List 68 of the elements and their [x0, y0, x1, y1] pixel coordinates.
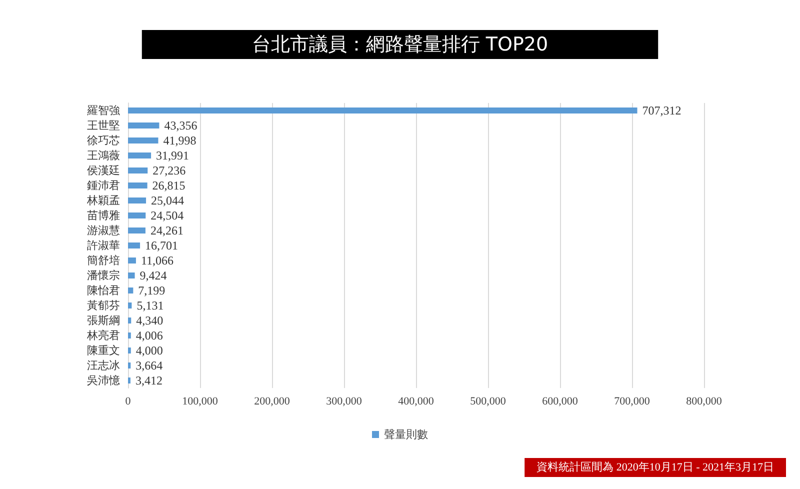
- y-tick-label: 王鴻薇: [87, 149, 120, 162]
- data-label: 27,236: [152, 164, 186, 178]
- data-label: 3,664: [136, 358, 163, 372]
- data-label: 16,701: [145, 238, 178, 252]
- text: 資料統計區間為 2020年10月17日 - 2021年3月17日: [536, 460, 774, 474]
- bar: [128, 198, 146, 204]
- bar: [128, 242, 140, 248]
- bar: [128, 152, 152, 158]
- bar: [128, 362, 131, 368]
- bar: [128, 138, 158, 144]
- x-tick-label: 800,000: [686, 396, 722, 408]
- data-label: 7,199: [138, 284, 166, 298]
- x-tick-label: 600,000: [542, 396, 578, 408]
- data-label: 5,131: [136, 298, 164, 312]
- data-label: 11,066: [140, 254, 174, 268]
- data-label: 25,044: [151, 194, 184, 208]
- y-tick-label: 汪志冰: [87, 359, 120, 372]
- bar: [128, 108, 638, 114]
- y-tick-label: 林穎孟: [86, 194, 120, 207]
- x-tick-label: 700,000: [614, 396, 650, 408]
- y-tick-label: 張斯綱: [87, 314, 120, 327]
- bar: [128, 122, 160, 128]
- y-tick-label: 羅智強: [87, 104, 120, 117]
- y-tick-label: 林亮君: [86, 329, 120, 342]
- y-tick-label: 徐巧芯: [87, 134, 120, 147]
- x-tick-label: 400,000: [398, 396, 434, 408]
- data-label: 707,312: [642, 104, 682, 118]
- data-label: 3,412: [135, 374, 162, 388]
- legend-label: 聲量則數: [384, 428, 428, 441]
- y-tick-label: 王世堅: [87, 119, 120, 132]
- y-tick-label: 潘懷宗: [87, 269, 120, 282]
- data-label: 24,504: [150, 208, 184, 222]
- x-tick-label: 100,000: [182, 396, 218, 408]
- y-tick-label: 黃郁芬: [87, 299, 120, 312]
- data-label: 4,340: [136, 314, 164, 328]
- bar: [128, 332, 131, 338]
- x-tick-label: 500,000: [470, 396, 506, 408]
- x-tick-label: 300,000: [326, 396, 362, 408]
- y-tick-label: 苗博雅: [87, 209, 120, 222]
- y-tick-label: 侯漢廷: [87, 164, 120, 177]
- chart-title: 台北市議員：網路聲量排行 TOP20: [252, 34, 548, 56]
- data-label: 41,998: [163, 134, 196, 148]
- y-tick-label: 簡舒培: [87, 254, 120, 267]
- bar: [128, 168, 148, 174]
- bar: [128, 182, 148, 188]
- bar: [128, 348, 131, 354]
- data-label: 9,424: [140, 268, 167, 282]
- data-label: 43,356: [164, 118, 198, 132]
- x-tick-label: 0: [125, 396, 132, 408]
- data-label: 31,991: [156, 148, 190, 162]
- bar: [128, 272, 135, 278]
- data-label: 26,815: [152, 178, 186, 192]
- x-tick-label: 200,000: [254, 396, 290, 408]
- data-label: 4,000: [136, 344, 163, 358]
- bar: [128, 212, 146, 218]
- data-label: 4,006: [136, 328, 163, 342]
- y-tick-label: 陳重文: [87, 344, 120, 357]
- y-tick-label: 游淑慧: [87, 224, 120, 237]
- bar: [128, 228, 146, 234]
- bar: [128, 258, 136, 264]
- bar: [128, 318, 132, 324]
- bar: [128, 288, 134, 294]
- data-label: 24,261: [150, 224, 184, 238]
- bar: [128, 302, 132, 308]
- y-tick-label: 陳怡君: [87, 284, 120, 297]
- y-tick-label: 許淑華: [87, 239, 120, 252]
- y-tick-label: 鍾沛君: [87, 179, 120, 192]
- y-tick-label: 吳沛憶: [87, 374, 120, 387]
